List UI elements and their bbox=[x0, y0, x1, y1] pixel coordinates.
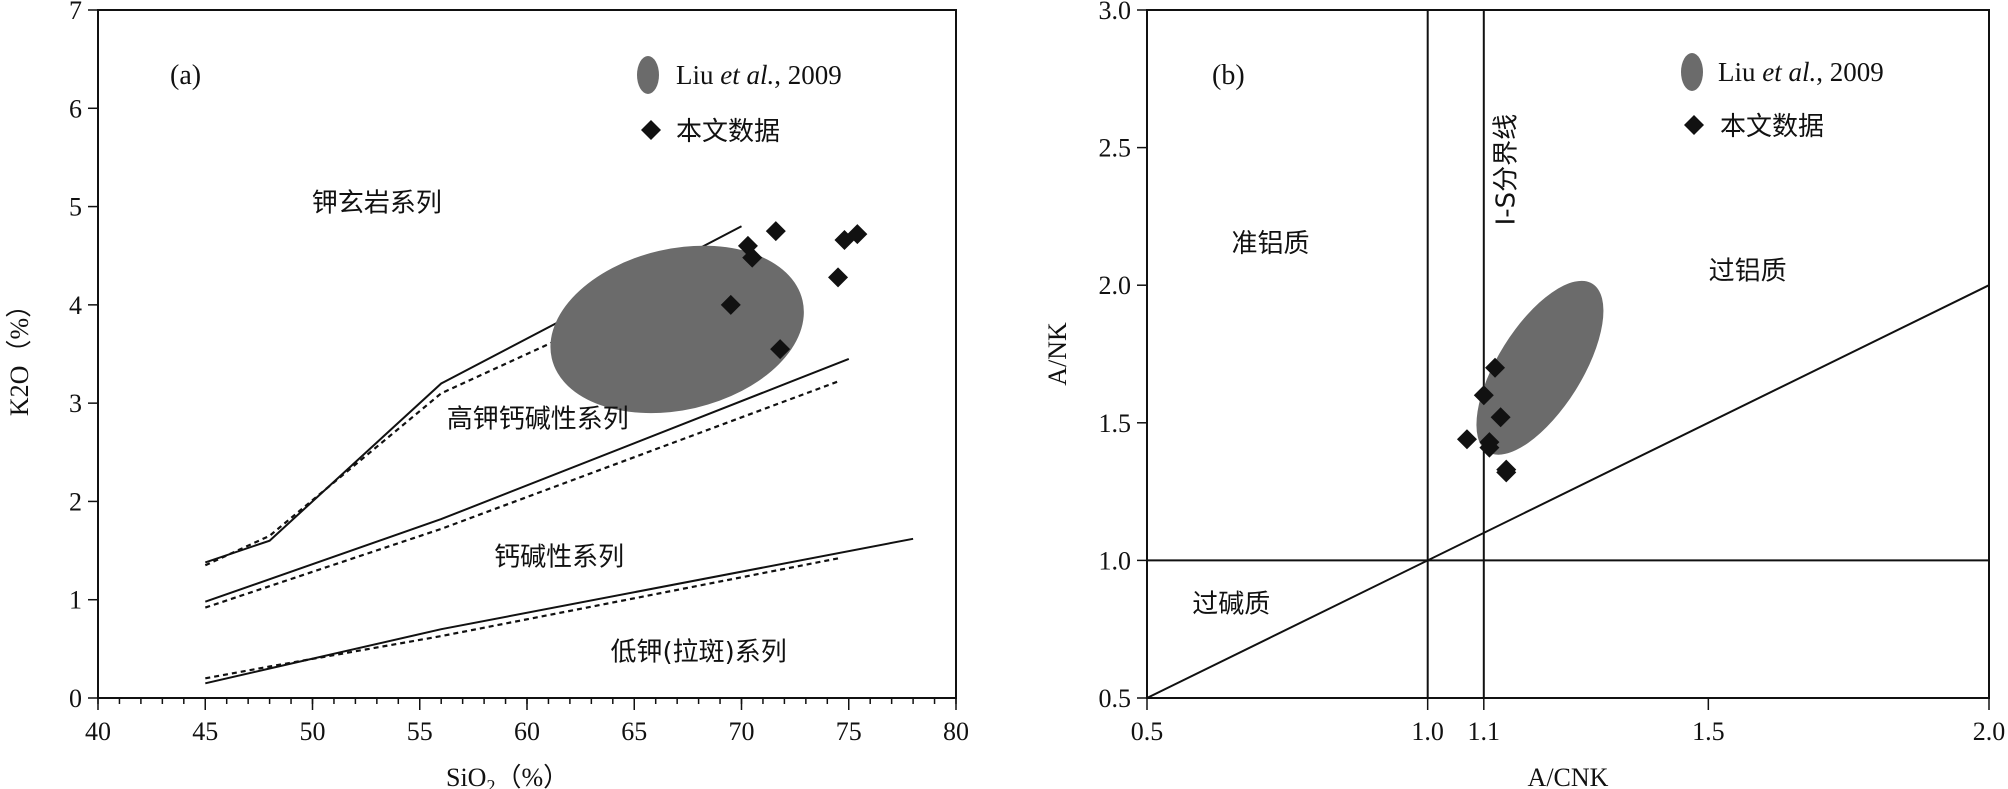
panel-a-point-3 bbox=[765, 221, 786, 242]
panel-b-boundary-line-3 bbox=[1146, 284, 1990, 699]
panel-a-x-tick-label-8: 80 bbox=[943, 717, 969, 746]
panel-a-y-tick-label-4: 4 bbox=[69, 291, 82, 320]
panel-a-legend-diamond-marker bbox=[641, 120, 661, 140]
panel-b-label: (b) bbox=[1212, 60, 1245, 91]
panel-b-region-layer bbox=[1476, 280, 1604, 455]
panel-b-y-tick-label-5: 3.0 bbox=[1099, 0, 1132, 25]
panel-a-y-tick-label-6: 6 bbox=[69, 94, 82, 123]
panel-a-point-2 bbox=[742, 247, 763, 268]
panel-a-y-axis-title: K2O（%） bbox=[5, 292, 34, 416]
panel-a-x-tick-label-7: 75 bbox=[836, 717, 862, 746]
panel-b-region-ellipse-0 bbox=[1476, 280, 1604, 455]
panel-a-point-4 bbox=[770, 339, 791, 360]
panel-a-x-tick-label-4: 60 bbox=[514, 717, 540, 746]
panel-a-annotation-0: 钾玄岩系列 bbox=[312, 188, 442, 218]
panel-a-annotation-2: 钙碱性系列 bbox=[494, 542, 624, 572]
panel-a-annotation-3: 低钾(拉斑)系列 bbox=[610, 638, 786, 668]
panel-a-legend-liu: Liu et al., 2009 bbox=[676, 60, 842, 90]
panel-a-y-tick-label-5: 5 bbox=[69, 193, 82, 222]
panel-a-boundary-line-3 bbox=[204, 380, 839, 609]
panel-a-annotation-1: 高钾钙碱性系列 bbox=[447, 405, 629, 435]
panel-a-y-tick-label-0: 0 bbox=[69, 684, 82, 713]
panel-b-annotation-0: 准铝质 bbox=[1231, 229, 1309, 259]
panel-b-y-tick-label-0: 0.5 bbox=[1099, 684, 1132, 713]
panel-b-point-7 bbox=[1496, 462, 1517, 483]
panel-b-legend-liu: Liu et al., 2009 bbox=[1718, 57, 1884, 87]
panel-a-data-points bbox=[720, 221, 868, 360]
panel-b-y-axis-title: A/NK bbox=[1043, 322, 1072, 386]
panel-b-point-3 bbox=[1490, 407, 1511, 428]
panel-b-y-tick-label-4: 2.5 bbox=[1099, 134, 1132, 163]
panel-b-y-tick-label-3: 2.0 bbox=[1099, 271, 1132, 300]
panel-a-boundary-line-5 bbox=[205, 557, 839, 680]
panel-a-point-5 bbox=[828, 267, 849, 288]
panel-b-x-tick-label-3: 1.5 bbox=[1692, 717, 1725, 746]
panel-b-annotation-1: 过铝质 bbox=[1709, 257, 1787, 287]
panel-a-x-tick-label-1: 45 bbox=[192, 717, 218, 746]
panel-b-annotation-2: 过碱质 bbox=[1192, 590, 1270, 620]
panel-a-boundary-line-2 bbox=[204, 357, 850, 603]
panel-a-point-7 bbox=[847, 224, 868, 245]
panel-b-point-1 bbox=[1473, 385, 1494, 406]
panel-a-x-tick-label-5: 65 bbox=[621, 717, 647, 746]
panel-b-y-tick-label-1: 1.0 bbox=[1099, 546, 1132, 575]
panel-a-legend-this-data: 本文数据 bbox=[676, 117, 780, 147]
panel-b-point-0 bbox=[1456, 429, 1477, 450]
panel-b-annotation-3: I-S分界线 bbox=[1492, 114, 1522, 226]
panel-b-axis-ticks: 0.5 1.0 1.1 1.5 2.0 0.5 1.0 1.5 2.0 2.5 3.0 bbox=[1099, 0, 2006, 746]
panel-b-boundary-lines bbox=[1146, 10, 1990, 699]
panel-a-y-tick-label-2: 2 bbox=[69, 487, 82, 516]
panel-a-legend-ellipse-marker bbox=[637, 56, 659, 94]
panel-a-x-axis-title: SiO2（%） bbox=[446, 763, 569, 789]
panel-b-legend-diamond-marker bbox=[1684, 115, 1704, 135]
panel-b-point-5 bbox=[1479, 437, 1500, 458]
panel-a-y-tick-label-1: 1 bbox=[69, 586, 82, 615]
panel-b-x-axis-title: A/CNK bbox=[1528, 763, 1609, 789]
panel-a-region-ellipse-0 bbox=[550, 245, 804, 414]
panel-b-y-tick-label-2: 1.5 bbox=[1099, 409, 1132, 438]
panel-a-y-tick-label-7: 7 bbox=[69, 0, 82, 25]
panel-a-region-layer bbox=[550, 245, 804, 414]
panel-b-data-points bbox=[1456, 357, 1517, 483]
panel-a-x-tick-label-6: 70 bbox=[729, 717, 755, 746]
panel-b-point-2 bbox=[1485, 357, 1506, 378]
panel-b-x-tick-label-4: 2.0 bbox=[1973, 717, 2006, 746]
panel-a-label: (a) bbox=[170, 60, 201, 91]
panel-a-y-tick-label-3: 3 bbox=[69, 389, 82, 418]
panel-a-legend: Liu et al., 2009 本文数据 bbox=[637, 56, 842, 147]
panel-b-legend-ellipse-marker bbox=[1681, 53, 1703, 91]
panel-a-boundary-line-4 bbox=[205, 537, 914, 685]
panel-a-x-tick-label-3: 55 bbox=[407, 717, 433, 746]
panel-a-point-0 bbox=[720, 294, 741, 315]
panel-b-plot-frame bbox=[1146, 9, 1990, 699]
panel-a-x-tick-label-2: 50 bbox=[300, 717, 326, 746]
panel-b-x-tick-label-2: 1.1 bbox=[1468, 717, 1501, 746]
panel-b-legend: Liu et al., 2009 本文数据 bbox=[1681, 53, 1884, 142]
panel-a-boundary-lines bbox=[204, 225, 914, 685]
panel-b-x-tick-label-1: 1.0 bbox=[1411, 717, 1444, 746]
panel-a-x-tick-label-0: 40 bbox=[85, 717, 111, 746]
panel-b-chart: 0.5 1.0 1.1 1.5 2.0 0.5 1.0 1.5 2.0 2.5 3.0 准铝质过铝质… bbox=[1043, 0, 2005, 789]
panel-b-x-tick-label-0: 0.5 bbox=[1131, 717, 1164, 746]
panel-b-legend-this-data: 本文数据 bbox=[1720, 112, 1824, 142]
